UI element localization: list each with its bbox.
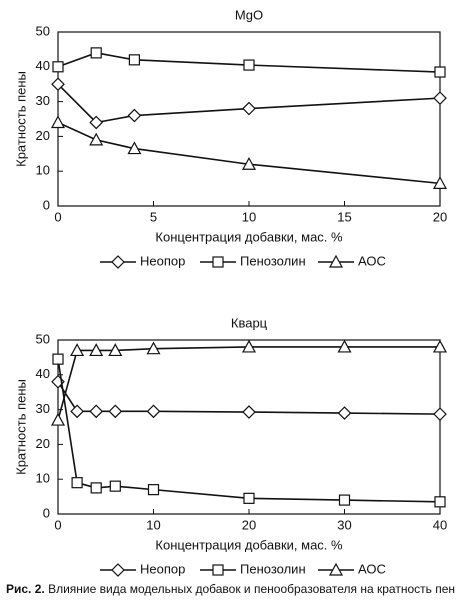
marker xyxy=(433,91,447,105)
marker xyxy=(70,343,85,357)
marker xyxy=(212,256,224,268)
x-tick-label: 0 xyxy=(54,517,61,532)
marker xyxy=(89,132,104,146)
legend-label: Неопор xyxy=(140,561,185,576)
marker xyxy=(108,404,123,419)
marker xyxy=(89,404,104,419)
marker xyxy=(52,61,64,73)
legend-label: АОС xyxy=(358,253,386,268)
marker xyxy=(127,141,142,155)
legend-label: Пенозолин xyxy=(240,253,306,268)
y-tick-label: 10 xyxy=(36,163,50,178)
marker xyxy=(432,176,448,189)
marker xyxy=(51,77,65,92)
marker xyxy=(241,156,257,170)
marker xyxy=(70,404,84,419)
marker xyxy=(328,254,344,268)
marker xyxy=(243,492,255,504)
series-line xyxy=(57,359,441,503)
marker xyxy=(146,341,161,355)
marker xyxy=(147,484,160,496)
y-tick-label: 50 xyxy=(36,331,50,346)
marker xyxy=(111,563,125,577)
marker xyxy=(433,407,447,421)
legend-label: Пенозолин xyxy=(240,561,306,576)
y-tick-label: 30 xyxy=(36,401,50,416)
marker xyxy=(109,480,121,492)
x-tick-label: 30 xyxy=(337,517,351,532)
legend-label: АОС xyxy=(358,561,386,576)
marker xyxy=(108,343,123,357)
x-tick-label: 0 xyxy=(54,209,61,224)
x-tick-label: 15 xyxy=(337,209,351,224)
marker xyxy=(111,255,125,269)
marker xyxy=(52,353,64,365)
y-tick-label: 40 xyxy=(36,58,50,73)
marker xyxy=(90,47,102,59)
y-tick-label: 30 xyxy=(36,93,50,108)
caption: Рис. 2. Влияние вида модельных добавок и… xyxy=(6,582,455,596)
x-tick-label: 40 xyxy=(433,517,447,532)
legend-label: Неопор xyxy=(140,253,185,268)
marker xyxy=(337,339,352,353)
x-axis-label: Концентрация добавки, мас. % xyxy=(155,229,343,244)
marker xyxy=(89,343,104,357)
marker xyxy=(146,404,161,419)
x-tick-label: 20 xyxy=(433,209,447,224)
marker xyxy=(50,115,66,129)
y-tick-label: 0 xyxy=(43,197,50,212)
y-axis-label: Кратность пены xyxy=(13,71,28,167)
marker xyxy=(128,54,140,66)
y-tick-label: 0 xyxy=(43,505,50,520)
marker xyxy=(242,405,256,419)
x-axis-label: Концентрация добавки, мас. % xyxy=(155,537,343,552)
marker xyxy=(50,412,66,426)
marker xyxy=(242,101,256,116)
y-tick-label: 40 xyxy=(36,366,50,381)
x-tick-label: 10 xyxy=(146,517,160,532)
marker xyxy=(127,108,142,123)
marker xyxy=(338,494,351,506)
marker xyxy=(241,339,257,353)
caption-label: Рис. 2. xyxy=(6,582,45,596)
y-tick-label: 20 xyxy=(36,436,50,451)
x-tick-label: 5 xyxy=(150,209,157,224)
series-line xyxy=(57,121,441,185)
x-tick-label: 10 xyxy=(242,209,256,224)
x-tick-label: 20 xyxy=(242,517,256,532)
y-axis-label: Кратность пены xyxy=(13,379,28,475)
marker xyxy=(328,562,344,576)
marker xyxy=(434,496,446,508)
marker xyxy=(434,66,446,78)
marker xyxy=(71,477,83,489)
marker xyxy=(89,115,104,130)
caption-text: Влияние вида модельных добавок и пенообр… xyxy=(48,582,455,596)
marker xyxy=(432,339,448,353)
chart-title: MgO xyxy=(235,7,263,22)
marker xyxy=(337,406,352,420)
y-tick-label: 20 xyxy=(36,128,50,143)
chart-title: Кварц xyxy=(231,315,268,330)
marker xyxy=(90,482,102,494)
y-tick-label: 50 xyxy=(36,23,50,38)
marker xyxy=(212,564,224,576)
y-tick-label: 10 xyxy=(36,471,50,486)
marker xyxy=(243,59,255,71)
